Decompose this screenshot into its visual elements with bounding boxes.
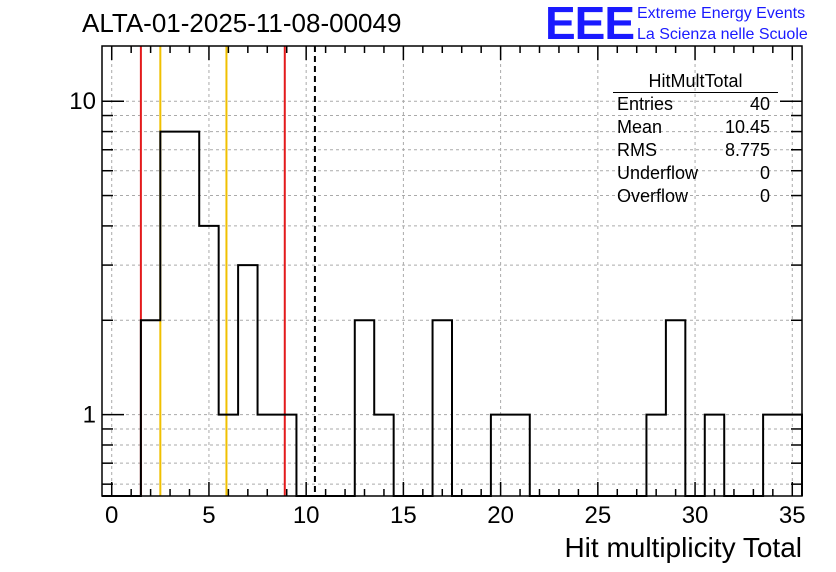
- histogram-bin: [258, 415, 277, 496]
- histogram-bin: [238, 265, 257, 496]
- stats-row-mean: Mean 10.45: [613, 116, 778, 139]
- logo-line-2: La Scienza nelle Scuole: [637, 26, 808, 43]
- histogram-bin: [763, 415, 782, 496]
- stats-label: Entries: [617, 94, 674, 114]
- stats-title: HitMultTotal: [613, 70, 778, 93]
- stats-row-underflow: Underflow 0: [613, 162, 778, 185]
- stats-value: 10.45: [724, 117, 770, 137]
- histogram-bin: [510, 415, 529, 496]
- stats-label: RMS: [617, 140, 657, 160]
- logo-mark: EEE: [545, 0, 635, 49]
- stats-row-overflow: Overflow 0: [613, 185, 778, 208]
- stats-value: 0: [759, 163, 770, 183]
- tick-label-layer: 0 5 10 15 20 25 30 35 1 10: [69, 88, 805, 529]
- logo-line-1: Extreme Energy Events: [637, 5, 806, 22]
- histogram-bin: [666, 320, 685, 496]
- chart-title: ALTA-01-2025-11-08-00049: [82, 8, 402, 38]
- stats-value: 40: [749, 94, 770, 114]
- x-tick-label: 0: [105, 502, 118, 529]
- stats-label: Overflow: [617, 186, 689, 206]
- histogram-bin: [374, 415, 393, 496]
- stats-box: HitMultTotal Entries 40 Mean 10.45 RMS 8…: [613, 70, 778, 208]
- histogram-bin: [646, 415, 665, 496]
- histogram-bin: [141, 320, 160, 496]
- x-tick-label: 25: [584, 502, 611, 529]
- x-tick-label: 30: [682, 502, 709, 529]
- stats-row-entries: Entries 40: [613, 93, 778, 116]
- stats-value: 0: [759, 186, 770, 206]
- x-tick-label: 20: [487, 502, 514, 529]
- x-axis-label: Hit multiplicity Total: [564, 532, 802, 563]
- histogram-bin: [433, 320, 452, 496]
- x-tick-label: 35: [779, 502, 806, 529]
- axis-layer: [101, 45, 803, 497]
- stats-value: 8.775: [724, 140, 770, 160]
- histogram-bin: [219, 415, 238, 496]
- x-tick-label: 10: [293, 502, 320, 529]
- histogram-bin: [199, 226, 218, 496]
- stats-label: Mean: [617, 117, 663, 137]
- stats-row-rms: RMS 8.775: [613, 139, 778, 162]
- eee-logo: EEE Extreme Energy Events La Scienza nel…: [545, 0, 835, 49]
- x-tick-label: 5: [202, 502, 215, 529]
- histogram-bin: [705, 415, 724, 496]
- y-tick-label: 10: [69, 88, 96, 115]
- x-tick-label: 15: [390, 502, 417, 529]
- histogram-bin: [355, 320, 374, 496]
- y-tick-label: 1: [83, 402, 96, 429]
- histogram-bin: [160, 132, 179, 496]
- histogram-bin: [180, 132, 199, 496]
- histogram-bin: [277, 415, 296, 496]
- plot-frame: [101, 45, 803, 497]
- stats-label: Underflow: [617, 163, 699, 183]
